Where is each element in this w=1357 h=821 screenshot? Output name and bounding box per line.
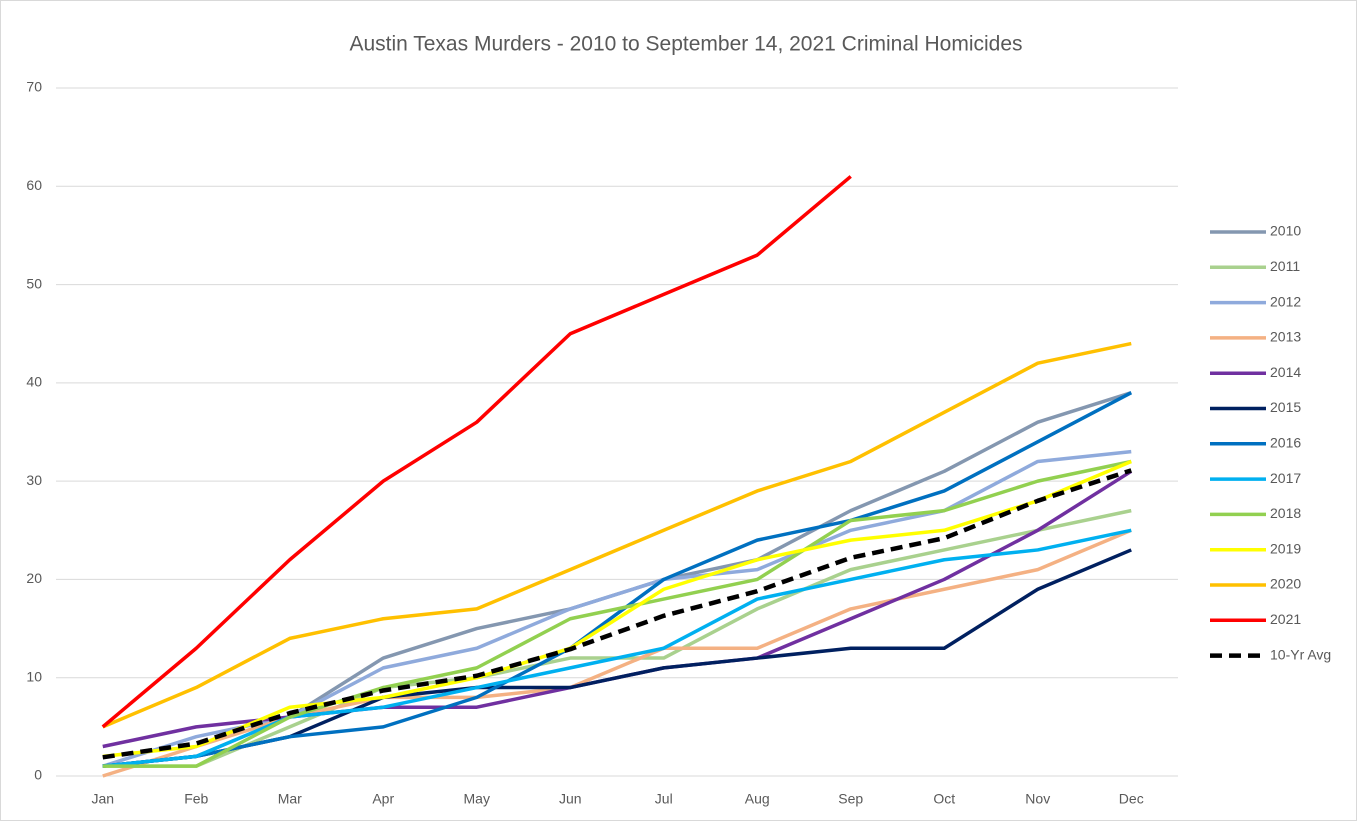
series-line	[102, 468, 1132, 760]
y-tick-label: 20	[26, 570, 42, 586]
x-tick-label: Jul	[655, 791, 673, 807]
x-tick-label: Feb	[184, 791, 208, 807]
x-tick-label: Jan	[91, 791, 114, 807]
legend-label: 2013	[1270, 329, 1301, 345]
series-line	[102, 391, 1133, 768]
y-tick-label: 0	[34, 767, 42, 783]
series-line	[102, 341, 1132, 729]
legend-label: 2016	[1270, 435, 1301, 451]
x-tick-label: Oct	[933, 791, 955, 807]
legend-label: 10-Yr Avg	[1270, 646, 1331, 662]
legend-label: 2017	[1270, 470, 1301, 486]
legend-label: 2012	[1270, 293, 1301, 309]
x-tick-label: May	[464, 791, 490, 807]
series-line	[101, 175, 852, 729]
legend-label: 2021	[1270, 611, 1301, 627]
y-tick-label: 50	[26, 275, 42, 291]
x-tick-label: Aug	[745, 791, 770, 807]
legend-label: 2011	[1270, 258, 1300, 274]
x-tick-label: Dec	[1119, 791, 1144, 807]
y-tick-label: 60	[26, 177, 42, 193]
y-tick-label: 70	[26, 79, 42, 95]
legend-label: 2020	[1270, 576, 1301, 592]
legend-label: 2019	[1270, 540, 1301, 556]
legend-label: 2015	[1270, 399, 1301, 415]
legend-label: 2014	[1270, 364, 1301, 380]
x-tick-label: Sep	[838, 791, 863, 807]
x-tick-label: Apr	[372, 791, 394, 807]
y-tick-label: 40	[26, 374, 42, 390]
legend-label: 2010	[1270, 223, 1301, 239]
legend-label: 2018	[1270, 505, 1301, 521]
chart-title: Austin Texas Murders - 2010 to September…	[349, 33, 1022, 56]
x-tick-label: Mar	[278, 791, 302, 807]
series-line	[102, 459, 1132, 759]
series-line	[102, 459, 1132, 768]
y-tick-label: 10	[26, 668, 42, 684]
y-tick-label: 30	[26, 472, 42, 488]
x-tick-label: Nov	[1025, 791, 1050, 807]
x-tick-label: Jun	[559, 791, 582, 807]
